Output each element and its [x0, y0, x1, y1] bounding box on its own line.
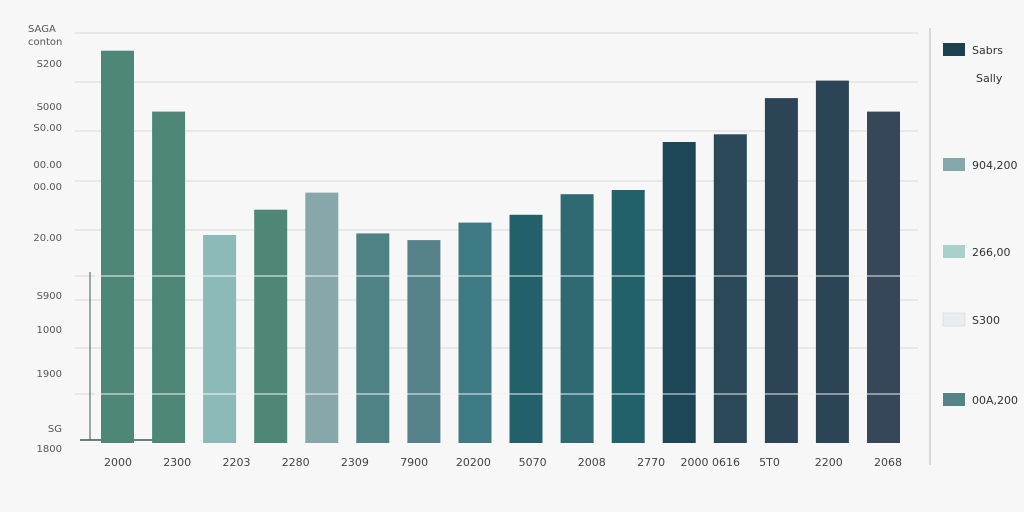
x-tick-label: 2068: [874, 456, 902, 469]
legend-swatch: [943, 245, 965, 258]
y-tick-label: 1000: [37, 325, 62, 336]
bar: [867, 111, 900, 443]
legend-label: 904,200: [972, 159, 1018, 172]
y-tick-label: SG: [48, 424, 62, 435]
legend: Sabrs Sally 904,200 266,00 S300 00A,200: [942, 43, 1018, 407]
bar: [407, 240, 441, 443]
x-tick-label: 2770: [637, 456, 665, 469]
x-tick-label: 2280: [282, 456, 310, 469]
y-axis-label: SAGA conton: [28, 24, 62, 48]
x-tick-label: 7900: [400, 456, 428, 469]
x-tick-label: 5070: [519, 456, 547, 469]
bar: [254, 209, 288, 443]
y-axis-label-line: SAGA: [28, 24, 56, 35]
legend-label: 00A,200: [972, 394, 1018, 407]
legend-swatch: [943, 158, 965, 171]
x-tick-label: 5T0: [759, 456, 780, 469]
legend-label: 266,00: [972, 246, 1011, 259]
x-tick-label: 2309: [341, 456, 369, 469]
bars: [95, 50, 918, 444]
x-tick-label: 2000 0616: [681, 456, 741, 469]
y-tick-label: 00.00: [33, 182, 62, 193]
legend-swatch: [942, 312, 966, 327]
x-tick-label: 2300: [163, 456, 191, 469]
y-tick-label: 00.00: [33, 160, 62, 171]
bar: [305, 192, 339, 443]
bar: [764, 98, 798, 443]
x-tick-label: 2203: [223, 456, 251, 469]
x-tick-label: 2000: [104, 456, 132, 469]
bar: [560, 194, 594, 443]
bar: [713, 134, 747, 444]
bar: [458, 222, 492, 443]
bar: [203, 235, 237, 443]
x-tick-label: 2200: [815, 456, 843, 469]
x-tick-label: 2008: [578, 456, 606, 469]
legend-label: Sabrs: [972, 44, 1003, 57]
legend-swatch: [943, 43, 965, 56]
y-tick-label: 20.00: [33, 233, 62, 244]
x-axis-ticks: 2000 2300 2203 2280 2309 7900 20200 5070 2008 277…: [104, 456, 902, 469]
y-tick-label: S200: [37, 59, 62, 70]
y-tick-label: S900: [37, 291, 62, 302]
bar: [152, 111, 186, 443]
x-tick-label: 20200: [456, 456, 491, 469]
y-tick-label: S0.00: [33, 123, 62, 134]
y-axis-ticks: S200 S000 S0.00 00.00 00.00 20.00 S900 1000 1900…: [33, 59, 62, 455]
legend-swatch: [943, 393, 965, 406]
bar: [611, 190, 645, 443]
legend-label: S300: [972, 314, 1000, 327]
bar: [815, 80, 849, 443]
bar: [662, 142, 696, 443]
y-tick-label: S000: [37, 102, 62, 113]
y-axis-label-line: conton: [28, 37, 62, 48]
bar: [101, 50, 134, 443]
bar: [509, 214, 543, 443]
y-tick-label: 1800: [37, 444, 62, 455]
bar: [356, 233, 390, 443]
legend-label: Sally: [976, 72, 1003, 85]
y-tick-label: 1900: [37, 369, 62, 380]
